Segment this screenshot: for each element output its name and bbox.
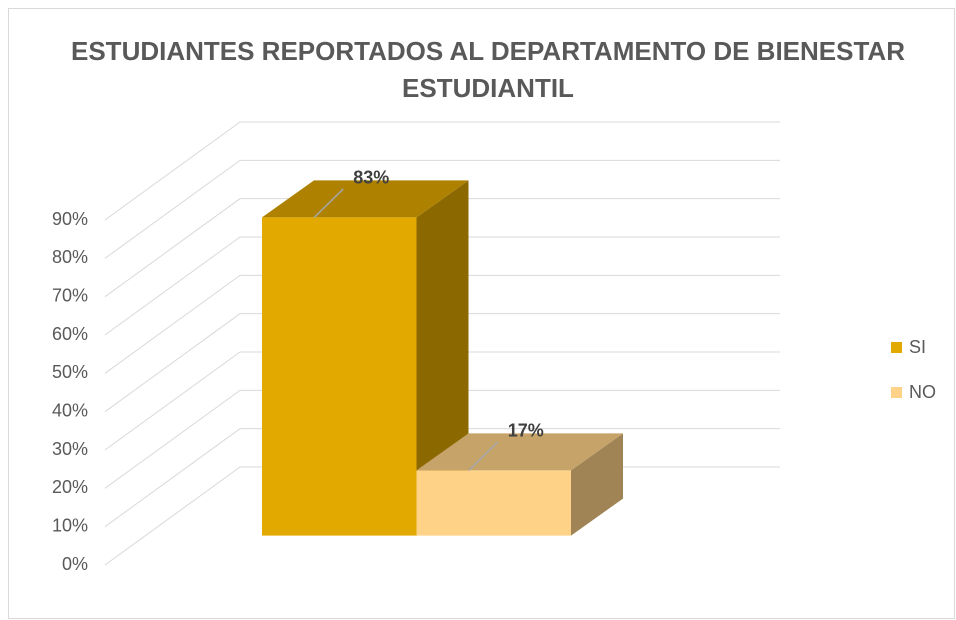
bar-top bbox=[262, 180, 469, 218]
y-tick-label: 40% bbox=[52, 400, 88, 420]
chart-title: ESTUDIANTES REPORTADOS AL DEPARTAMENTO D… bbox=[71, 36, 905, 103]
legend-swatch bbox=[891, 342, 902, 353]
grid-line bbox=[104, 274, 780, 374]
grid-line bbox=[104, 236, 780, 336]
data-label: 83% bbox=[353, 168, 389, 188]
bar-top bbox=[416, 433, 623, 471]
grid-line bbox=[104, 313, 780, 413]
y-tick-label: 20% bbox=[52, 477, 88, 497]
data-label: 17% bbox=[508, 421, 544, 441]
grid-line bbox=[104, 351, 780, 451]
grid-line bbox=[104, 389, 780, 489]
y-tick-label: 0% bbox=[62, 554, 88, 574]
grid-line bbox=[104, 428, 780, 528]
grid-line bbox=[104, 198, 780, 298]
bar bbox=[416, 470, 571, 536]
grid-line bbox=[104, 121, 780, 221]
grid-line bbox=[104, 159, 780, 259]
legend-label: NO bbox=[909, 382, 936, 402]
leader-line bbox=[313, 188, 344, 218]
y-tick-label: 60% bbox=[52, 324, 88, 344]
y-tick-label: 10% bbox=[52, 515, 88, 535]
bar-side bbox=[571, 433, 623, 536]
y-tick-label: 80% bbox=[52, 247, 88, 267]
y-tick-label: 30% bbox=[52, 439, 88, 459]
legend-label: SI bbox=[909, 337, 926, 357]
legend-swatch bbox=[891, 387, 902, 398]
y-tick-label: 50% bbox=[52, 362, 88, 382]
leader-line bbox=[468, 441, 499, 471]
y-tick-label: 70% bbox=[52, 285, 88, 305]
y-tick-label: 90% bbox=[52, 209, 88, 229]
bar bbox=[262, 217, 417, 536]
